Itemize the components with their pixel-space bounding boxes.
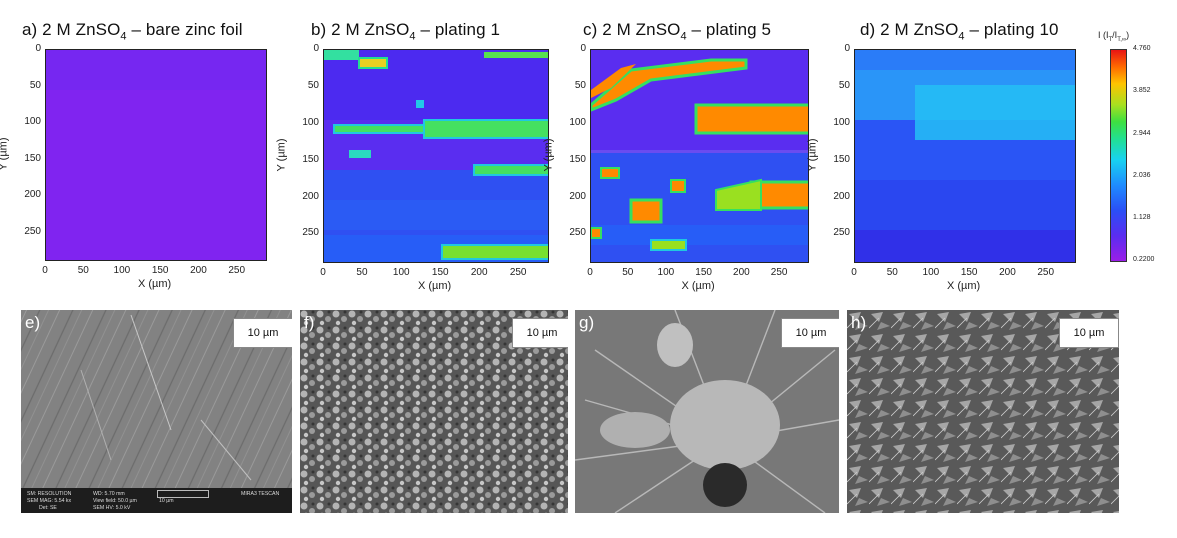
y-tick-label: 250	[24, 225, 41, 237]
sem-image-f: f) 10 µm	[300, 310, 568, 513]
y-tick-label: 0	[313, 43, 319, 54]
x-tick-label: 250	[770, 267, 788, 278]
sem-label-h: h)	[851, 313, 867, 332]
y-tick-label: 50	[307, 79, 319, 91]
y-tick-label: 150	[569, 153, 586, 165]
y-tick-label: 50	[574, 79, 586, 91]
x-tick-label: 50	[886, 267, 898, 278]
x-tick-label: 250	[228, 265, 246, 276]
map-c	[590, 49, 809, 263]
colorbar	[1110, 49, 1127, 262]
colorbar-title: I (IT/IT,∞)	[1098, 30, 1130, 43]
y-tick-label: 50	[838, 79, 850, 91]
y-axis-label: Y (µm)	[0, 137, 10, 170]
scale-bar-f: 10 µm	[512, 318, 568, 348]
y-tick-label: 250	[302, 227, 319, 239]
y-axis-label: Y (µm)	[542, 138, 555, 172]
panel-b-title: b) 2 M ZnSO4 – plating 1	[311, 20, 501, 43]
sem-label-e: e)	[25, 313, 41, 332]
panel-c-title: c) 2 M ZnSO4 – plating 5	[583, 20, 772, 43]
y-tick-label: 200	[833, 190, 850, 202]
x-tick-label: 50	[622, 267, 634, 278]
y-tick-label: 100	[569, 116, 586, 128]
y-axis-label: Y (µm)	[275, 138, 288, 172]
y-tick-label: 250	[569, 227, 586, 239]
x-tick-label: 0	[320, 267, 326, 278]
x-axis-label: X (µm)	[138, 278, 172, 290]
y-tick-label: 200	[24, 189, 41, 201]
sem-info-bar: SM: RESOLUTION WD: 5.70 mm MIRA3 TESCAN …	[21, 488, 292, 513]
x-tick-label: 100	[392, 267, 410, 278]
x-tick-label: 200	[733, 267, 750, 278]
x-axis-label: X (µm)	[418, 280, 452, 292]
scale-bar-h: 10 µm	[1059, 318, 1119, 348]
y-tick-label: 100	[24, 116, 41, 128]
colorbar-tick: 4.760	[1133, 45, 1151, 52]
x-tick-label: 100	[657, 267, 675, 278]
panel-d-title: d) 2 M ZnSO4 – plating 10	[860, 20, 1059, 43]
x-tick-label: 200	[190, 265, 207, 276]
y-tick-label: 150	[24, 152, 41, 164]
y-tick-label: 0	[35, 43, 41, 54]
colorbar-tick: 2.036	[1133, 172, 1151, 179]
x-tick-label: 200	[470, 267, 488, 278]
x-tick-label: 250	[509, 267, 527, 278]
colorbar-tick: 2.944	[1133, 130, 1151, 137]
x-tick-label: 0	[851, 267, 857, 278]
y-tick-label: 100	[302, 116, 319, 128]
y-tick-label: 100	[833, 116, 850, 128]
x-tick-label: 0	[587, 267, 593, 278]
x-tick-label: 100	[922, 267, 940, 278]
x-axis-label: X (µm)	[947, 280, 981, 292]
colorbar-tick: 1.128	[1133, 214, 1151, 221]
y-tick-label: 200	[302, 190, 319, 202]
y-tick-label: 150	[302, 153, 319, 165]
x-tick-label: 50	[356, 267, 368, 278]
scale-bar-e: 10 µm	[233, 318, 292, 348]
map-d	[854, 49, 1076, 263]
y-tick-label: 50	[29, 79, 41, 91]
sem-image-h: h) 10 µm	[847, 310, 1119, 513]
map-a	[45, 49, 267, 261]
sem-label-f: f)	[304, 313, 315, 332]
x-tick-label: 100	[113, 265, 131, 276]
x-tick-label: 50	[77, 265, 89, 276]
y-tick-label: 150	[833, 153, 850, 165]
x-tick-label: 150	[151, 265, 169, 276]
x-tick-label: 250	[1037, 267, 1055, 278]
x-tick-label: 200	[999, 267, 1016, 278]
x-tick-label: 150	[960, 267, 978, 278]
sem-image-g: g) 10 µm	[575, 310, 839, 513]
x-tick-label: 150	[695, 267, 712, 278]
x-tick-label: 0	[42, 265, 48, 276]
y-tick-label: 200	[569, 190, 586, 202]
x-axis-label: X (µm)	[681, 280, 715, 292]
x-tick-label: 150	[431, 267, 449, 278]
map-b	[323, 49, 549, 263]
y-tick-label: 0	[580, 43, 586, 54]
colorbar-tick: 3.852	[1133, 87, 1151, 94]
scale-bar-g: 10 µm	[781, 318, 839, 348]
y-axis-label: Y (µm)	[806, 138, 819, 172]
colorbar-tick: 0.2200	[1133, 256, 1155, 263]
panel-a-title: a) 2 M ZnSO4 – bare zinc foil	[22, 20, 243, 43]
y-tick-label: 0	[844, 43, 850, 54]
sem-label-g: g)	[579, 313, 595, 332]
sem-image-e: e) 10 µm SM: RESOLUTION WD: 5.70 mm MIRA…	[21, 310, 292, 513]
y-tick-label: 250	[833, 227, 850, 239]
